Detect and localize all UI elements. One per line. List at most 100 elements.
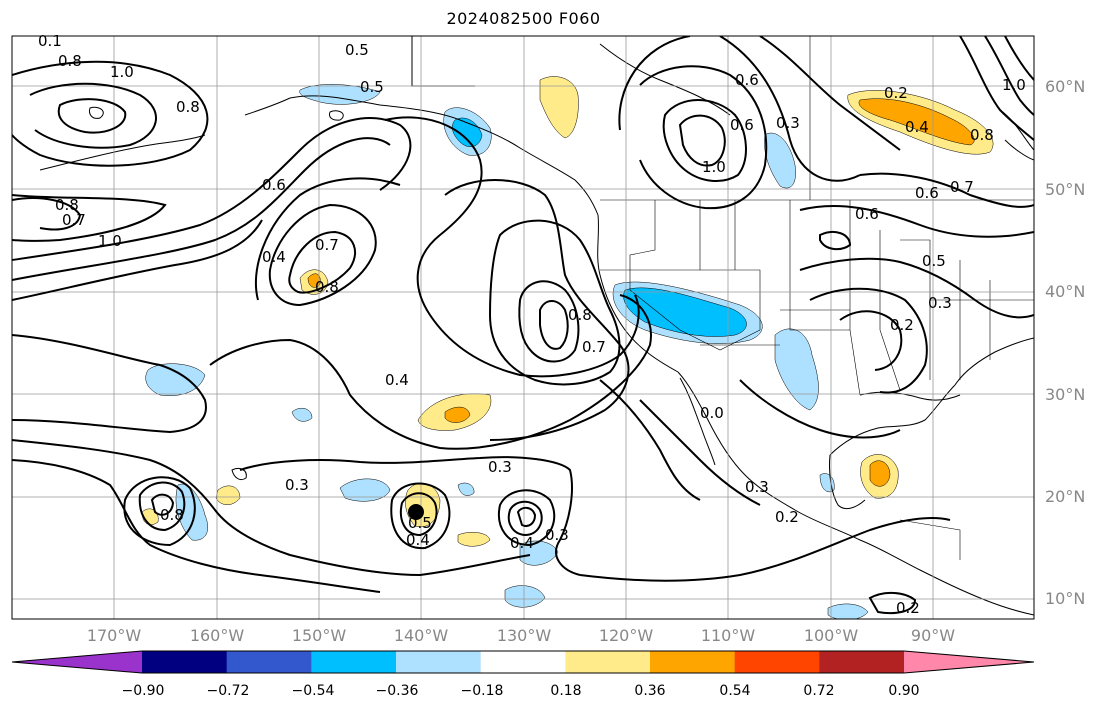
contour-label: 0.4 xyxy=(385,371,409,389)
colorbar-extend-max xyxy=(904,651,1034,673)
contour-label: 0.2 xyxy=(884,84,908,102)
contour-label: 0.7 xyxy=(582,338,606,356)
lon-label: 120°W xyxy=(598,626,654,645)
contour-lines xyxy=(12,36,1034,615)
contour-label: 0.3 xyxy=(545,526,569,544)
contour-label: 0.2 xyxy=(896,599,920,617)
colorbar-outline xyxy=(11,650,1035,674)
contour-label-layer: 0.1 0.8 1.0 0.5 0.5 0.8 0.6 0.8 0.7 1.0 … xyxy=(38,32,1026,617)
colorbar-tick-label: 0.72 xyxy=(803,683,835,699)
colorbar-segment xyxy=(734,651,820,673)
contour-label: 0.3 xyxy=(776,114,800,132)
shade-negative xyxy=(519,540,559,566)
colorbar-tick-label: 0.18 xyxy=(550,683,582,699)
colorbar-tick-label: 0.54 xyxy=(719,683,751,699)
lon-label: 110°W xyxy=(700,626,756,645)
lon-label: 90°W xyxy=(910,626,956,645)
lat-label: 40°N xyxy=(1045,282,1086,301)
shade-positive xyxy=(215,485,241,505)
shade-negative xyxy=(291,407,313,422)
contour-label: 1.0 xyxy=(98,232,122,250)
contour-label: 0.8 xyxy=(568,306,592,324)
lat-label: 60°N xyxy=(1045,77,1086,96)
contour-label: 0.8 xyxy=(160,506,184,524)
colorbar-tick-label: 0.36 xyxy=(634,683,666,699)
colorbar-extend-min xyxy=(12,651,142,673)
lat-label: 50°N xyxy=(1045,180,1086,199)
colorbar-tick-label: −0.18 xyxy=(460,683,504,699)
colorbar-segment xyxy=(650,651,736,673)
contour-label: 0.4 xyxy=(406,531,430,549)
contour-label: 0.5 xyxy=(408,514,432,532)
contour-label: 1.0 xyxy=(110,63,134,81)
colorbar-tick-label: 0.90 xyxy=(888,683,920,699)
contour-label: 0.4 xyxy=(510,534,534,552)
shade-negative-core xyxy=(623,287,747,337)
colorbar-tick-label: −0.54 xyxy=(291,683,335,699)
contour-label: 0.6 xyxy=(735,71,759,89)
contour-label: 0.8 xyxy=(315,278,339,296)
contour-label: 0.1 xyxy=(38,32,62,50)
shade-negative xyxy=(299,84,381,105)
colorbar-tick-label: −0.36 xyxy=(375,683,419,699)
contour-label: 0.8 xyxy=(970,126,994,144)
contour-label: 0.6 xyxy=(262,176,286,194)
lon-label: 140°W xyxy=(393,626,449,645)
contour-label: 0.3 xyxy=(928,294,952,312)
shade-negative xyxy=(774,328,819,411)
shade-positive-core xyxy=(858,98,975,146)
lon-label: 170°W xyxy=(86,626,142,645)
contour-label: 0.5 xyxy=(345,41,369,59)
map-plot: 0.1 0.8 1.0 0.5 0.5 0.8 0.6 0.8 0.7 1.0 … xyxy=(11,32,1035,620)
colorbar-segment xyxy=(565,651,651,673)
colorbar-segment xyxy=(396,651,482,673)
contour-label: 0.8 xyxy=(55,196,79,214)
contour-label: 0.0 xyxy=(700,404,724,422)
shade-negative xyxy=(827,603,869,619)
contour-label: 0.5 xyxy=(360,78,384,96)
colorbar-tick-label: −0.90 xyxy=(121,683,165,699)
contour-label: 0.3 xyxy=(745,478,769,496)
lat-label: 10°N xyxy=(1045,589,1086,608)
political-borders xyxy=(600,36,1034,560)
map-title: 2024082500 F060 xyxy=(446,9,601,28)
lon-label: 130°W xyxy=(496,626,552,645)
contour-label: 0.6 xyxy=(915,184,939,202)
shade-negative xyxy=(457,482,475,496)
contour-label: 1.0 xyxy=(702,158,726,176)
shade-positive-core xyxy=(444,406,471,423)
storm-center-marker xyxy=(408,504,424,520)
contour-label: 0.5 xyxy=(922,252,946,270)
colorbar-segment xyxy=(819,651,905,673)
lon-label: 150°W xyxy=(291,626,347,645)
colorbar-segment xyxy=(142,651,228,673)
contour-label: 0.8 xyxy=(176,98,200,116)
plot-frame xyxy=(11,35,1035,620)
contour-label: 0.7 xyxy=(62,211,86,229)
colorbar xyxy=(11,650,1035,674)
colorbar-segment xyxy=(311,651,397,673)
colorbar-tick-label: −0.72 xyxy=(206,683,250,699)
colorbar-segment xyxy=(226,651,312,673)
shade-positive xyxy=(539,76,579,139)
contour-label: 0.4 xyxy=(905,118,929,136)
shade-negative xyxy=(339,478,391,502)
shade-positive xyxy=(457,532,491,547)
shade-negative xyxy=(764,132,796,189)
contour-label: 0.2 xyxy=(890,316,914,334)
contour-label: 0.6 xyxy=(730,116,754,134)
contour-label: 0.3 xyxy=(285,476,309,494)
lat-label: 20°N xyxy=(1045,487,1086,506)
contour-label: 0.6 xyxy=(855,205,879,223)
lon-label: 160°W xyxy=(189,626,245,645)
contour-label: 1.0 xyxy=(1002,76,1026,94)
lon-label: 100°W xyxy=(803,626,859,645)
contour-label: 0.3 xyxy=(488,458,512,476)
lat-label: 30°N xyxy=(1045,385,1086,404)
gridlines xyxy=(12,36,1034,619)
shade-negative xyxy=(504,585,546,608)
contour-label: 0.7 xyxy=(315,236,339,254)
contour-label: 0.4 xyxy=(262,248,286,266)
colorbar-segment xyxy=(480,651,566,673)
shade-negative xyxy=(145,363,206,396)
